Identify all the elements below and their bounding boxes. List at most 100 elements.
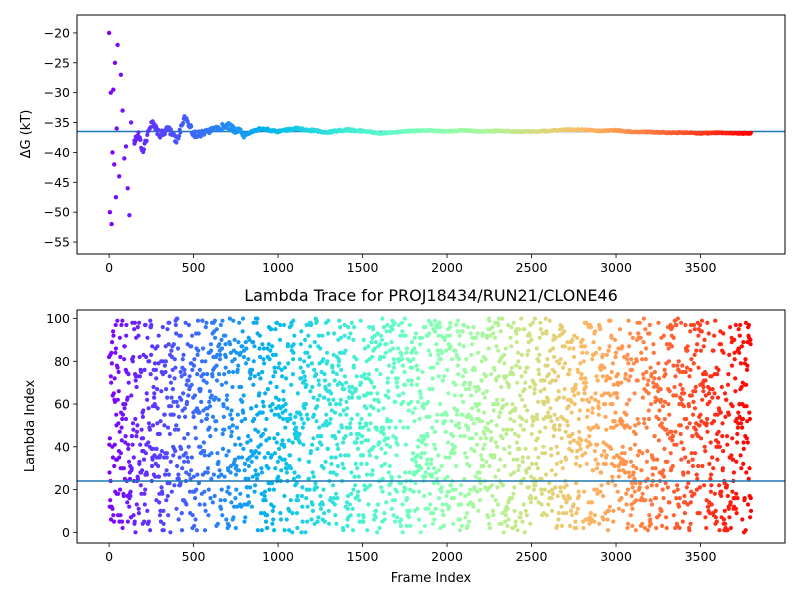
lambda-point [513, 519, 518, 524]
lambda-point [385, 380, 390, 385]
lambda-point [258, 442, 263, 447]
lambda-point [519, 397, 525, 402]
lambda-point [247, 337, 252, 342]
lambda-point [432, 517, 437, 522]
lambda-point [479, 453, 484, 458]
lambda-point [453, 348, 458, 353]
lambda-point [599, 393, 605, 398]
lambda-point [151, 384, 156, 390]
lambda-point [564, 419, 569, 424]
lambda-point [165, 395, 170, 400]
lambda-point [669, 344, 675, 349]
lambda-point [183, 451, 188, 456]
lambda-point [688, 367, 693, 372]
lambda-point [282, 493, 287, 499]
lambda-point [635, 416, 640, 422]
lambda-point [645, 528, 651, 533]
lambda-point [613, 350, 619, 355]
lambda-point [463, 369, 468, 375]
lambda-point [522, 404, 528, 409]
lambda-point [214, 327, 219, 332]
lambda-point [258, 510, 264, 516]
lambda-point [370, 354, 375, 360]
lambda-point [613, 354, 618, 360]
lambda-point [490, 325, 495, 330]
lambda-point [422, 451, 427, 456]
lambda-point [705, 416, 710, 422]
lambda-point [446, 440, 451, 445]
lambda-point [520, 455, 526, 460]
lambda-point [503, 346, 508, 351]
lambda-point [395, 442, 400, 447]
lambda-point [261, 431, 266, 437]
lambda-point [392, 320, 397, 325]
lambda-point [305, 416, 310, 422]
lambda-point [698, 348, 704, 353]
lambda-point [332, 331, 337, 336]
lambda-point [196, 481, 201, 486]
lambda-point [111, 333, 116, 338]
lambda-point [566, 372, 572, 377]
lambda-point [457, 333, 462, 338]
lambda-point [290, 510, 295, 516]
lambda-point [477, 498, 483, 503]
lambda-point [131, 513, 136, 518]
lambda-point [189, 344, 194, 349]
lambda-point [312, 521, 317, 526]
lambda-point [396, 322, 401, 328]
lambda-point [113, 346, 118, 351]
lambda-point [284, 376, 289, 381]
lambda-point [637, 320, 643, 325]
lambda-point [457, 357, 462, 362]
lambda-point [476, 508, 481, 513]
lambda-point [627, 344, 632, 349]
lambda-point [558, 357, 563, 362]
lambda-point [641, 376, 646, 381]
lambda-point [735, 431, 740, 437]
lambda-point [684, 365, 690, 370]
lambda-point [444, 412, 449, 417]
lambda-point [627, 425, 632, 430]
lambda-y-tick-label: 60 [54, 397, 70, 412]
lambda-point [168, 530, 173, 535]
lambda-point [441, 513, 446, 518]
lambda-point [632, 489, 637, 494]
delta-g-point [144, 138, 149, 143]
lambda-point [272, 436, 277, 441]
lambda-point [547, 481, 552, 486]
lambda-point [353, 483, 358, 488]
lambda-point [199, 419, 204, 424]
lambda-point [387, 348, 393, 353]
lambda-point [594, 466, 600, 471]
lambda-point [500, 436, 505, 441]
lambda-point [595, 378, 600, 383]
lambda-point [134, 384, 139, 390]
lambda-point [109, 380, 114, 385]
lambda-point [536, 399, 541, 404]
lambda-point [333, 410, 338, 415]
lambda-point [123, 416, 129, 422]
lambda-point [584, 438, 589, 443]
lambda-point [403, 442, 408, 447]
lambda-point [340, 382, 345, 387]
lambda-point [415, 399, 420, 404]
lambda-point [292, 421, 297, 426]
lambda-point [134, 429, 140, 434]
lambda-point [146, 406, 151, 411]
lambda-point [337, 359, 342, 364]
lambda-point [337, 402, 343, 407]
lambda-point [516, 359, 521, 364]
lambda-point [233, 442, 238, 447]
delta-g-y-tick-label: −50 [44, 205, 70, 220]
lambda-point [400, 363, 405, 368]
lambda-point [472, 367, 477, 372]
lambda-x-tick-label: 1500 [347, 549, 379, 564]
lambda-point [459, 483, 464, 488]
lambda-point [410, 365, 415, 370]
lambda-point [416, 517, 422, 522]
lambda-point [682, 510, 688, 516]
lambda-point [176, 427, 181, 432]
lambda-point [361, 337, 366, 342]
lambda-point [646, 408, 651, 413]
lambda-point [321, 466, 326, 471]
